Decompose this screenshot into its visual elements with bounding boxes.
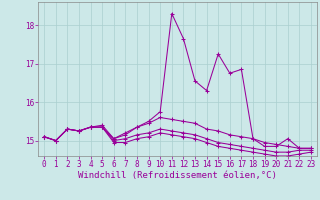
- X-axis label: Windchill (Refroidissement éolien,°C): Windchill (Refroidissement éolien,°C): [78, 171, 277, 180]
